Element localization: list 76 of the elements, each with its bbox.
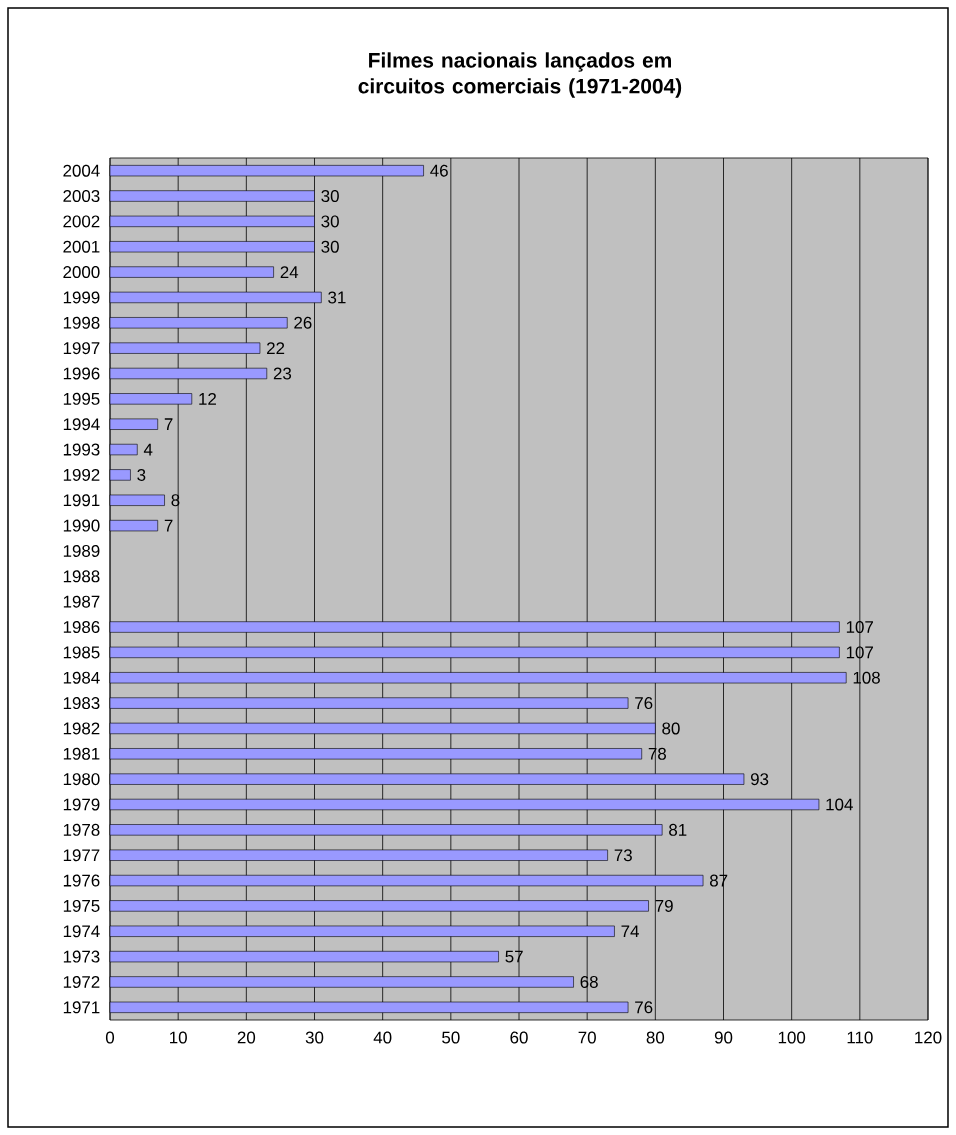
- y-tick-label: 1977: [63, 849, 100, 862]
- y-tick-label: 2000: [63, 266, 100, 279]
- y-tick-label: 1997: [63, 342, 100, 355]
- y-tick-label: 1985: [63, 646, 100, 659]
- y-tick-label: 1978: [63, 823, 100, 836]
- y-tick-label: 1998: [63, 316, 100, 329]
- chart-title: Filmes nacionais lançados em circuitos comerciais (1971-2004): [358, 52, 682, 98]
- y-tick-label: 1986: [63, 621, 100, 634]
- y-tick-label: 1991: [63, 494, 100, 507]
- x-tick-label: 80: [646, 1031, 665, 1044]
- data-label: 23: [273, 367, 292, 380]
- y-tick-label: 1999: [63, 291, 100, 304]
- y-tick-label: 1983: [63, 697, 100, 710]
- y-tick-label: 1984: [63, 671, 100, 684]
- y-tick-label: 1996: [63, 367, 100, 380]
- data-label: 31: [328, 291, 346, 304]
- y-tick-label: 1982: [63, 722, 100, 735]
- y-tick-label: 2002: [63, 215, 100, 228]
- y-tick-label: 1995: [63, 392, 100, 405]
- data-label: 81: [669, 823, 687, 836]
- x-tick-label: 20: [237, 1031, 256, 1044]
- x-tick-label: 10: [170, 1031, 187, 1044]
- y-tick-label: 1979: [63, 798, 100, 811]
- data-label: 107: [846, 646, 873, 659]
- data-label: 73: [614, 849, 632, 862]
- data-label: 30: [321, 240, 339, 253]
- y-tick-label: 1980: [63, 773, 100, 786]
- x-tick-label: 100: [778, 1031, 806, 1044]
- x-tick-label: 110: [847, 1031, 873, 1044]
- data-label: 68: [580, 975, 598, 988]
- data-label: 26: [294, 316, 312, 329]
- data-label: 7: [164, 519, 173, 532]
- y-tick-label: 1993: [63, 443, 100, 456]
- x-tick-label: 120: [915, 1031, 942, 1044]
- data-label: 46: [430, 164, 448, 177]
- x-tick-label: 90: [714, 1031, 733, 1044]
- data-label: 93: [750, 773, 769, 786]
- data-label: 30: [321, 215, 339, 228]
- x-tick-label: 60: [510, 1031, 528, 1044]
- y-tick-label: 1989: [63, 544, 100, 557]
- data-label: 30: [321, 190, 339, 203]
- y-tick-label: 1981: [63, 747, 100, 760]
- data-label: 24: [280, 266, 299, 278]
- data-label: 108: [853, 671, 880, 684]
- y-tick-label: 2003: [63, 190, 100, 203]
- y-tick-label: 1973: [63, 950, 100, 963]
- y-tick-label: 1974: [63, 925, 100, 938]
- x-tick-label: 30: [305, 1031, 324, 1044]
- y-tick-label: 2004: [63, 164, 100, 177]
- y-tick-label: 1971: [63, 1001, 100, 1014]
- data-label: 57: [505, 950, 523, 963]
- y-tick-label: 1994: [63, 418, 100, 431]
- data-label: 8: [171, 494, 180, 507]
- data-label: 7: [164, 418, 173, 431]
- data-label: 76: [635, 1001, 653, 1014]
- data-label: 3: [137, 468, 146, 481]
- y-tick-label: 1992: [63, 468, 100, 481]
- data-label: 4: [143, 443, 153, 456]
- x-tick-label: 70: [578, 1031, 596, 1044]
- y-tick-label: 1975: [63, 899, 100, 912]
- y-tick-label: 1972: [63, 975, 100, 988]
- data-label: 74: [621, 925, 639, 938]
- y-tick-label: 2001: [63, 240, 100, 253]
- data-label: 107: [846, 621, 873, 634]
- data-label: 104: [826, 798, 853, 811]
- x-tick-label: 40: [373, 1031, 392, 1044]
- y-tick-label: 1976: [63, 874, 100, 887]
- y-tick-label: 1990: [63, 519, 100, 532]
- data-label: 22: [267, 342, 285, 355]
- y-tick-label: 1987: [63, 595, 100, 608]
- y-tick-label: 1988: [63, 570, 100, 583]
- data-label: 12: [199, 392, 216, 405]
- x-tick-label: 50: [442, 1031, 460, 1044]
- data-label: 80: [662, 722, 680, 735]
- x-tick-label: 0: [105, 1031, 115, 1044]
- data-label: 76: [635, 697, 653, 710]
